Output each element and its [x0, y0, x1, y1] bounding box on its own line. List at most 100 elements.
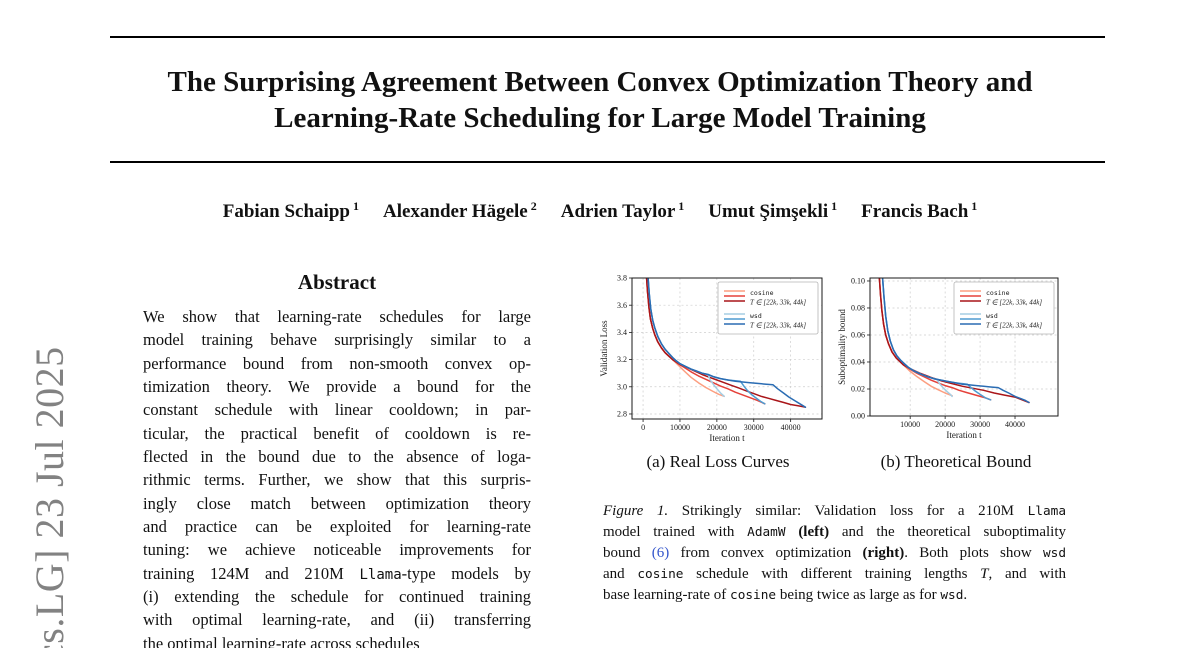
text-line: with optimal learning-rate, and (ii) tra…	[143, 608, 531, 631]
text-segment: flected in the bound due to the absence …	[143, 447, 531, 467]
text-segment: with optimal learning-rate, and (ii) tra…	[143, 610, 531, 630]
text-segment: .	[963, 586, 968, 603]
text-line: ingly close match between optimization t…	[143, 492, 531, 515]
arxiv-stamp: cs.LG] 23 Jul 2025	[27, 346, 72, 648]
text-segment: . Both plots show	[904, 544, 1043, 561]
author-name: Fabian Schaipp 1	[222, 199, 359, 223]
legend-sublabel: T ∈ [22k, 33k, 44k]	[986, 322, 1042, 330]
legend-box	[953, 281, 1055, 335]
text-line: training 124M and 210M Llama-type models…	[143, 562, 531, 585]
text-segment: being twice as large as for	[776, 586, 941, 603]
horizontal-rule-mid	[110, 161, 1105, 163]
text-segment: bound	[603, 544, 652, 561]
tick-label: 40000	[1005, 420, 1025, 429]
x-axis-label: Iteration t	[946, 430, 982, 440]
text-line: We show that learning-rate schedules for…	[143, 305, 531, 328]
legend-label: wsd	[986, 312, 998, 320]
code-text: Llama	[359, 566, 402, 583]
text-segment: -type models by	[401, 563, 531, 583]
tick-label: 30000	[970, 420, 990, 429]
x-axis-label: Iteration t	[709, 433, 745, 443]
tick-label: 30000	[744, 423, 764, 432]
code-text: wsd	[940, 587, 964, 603]
text-segment: model trained with	[603, 523, 748, 540]
tick-label: 3.6	[617, 301, 627, 310]
axes-box	[869, 277, 1059, 417]
text-line: constant schedule with linear cooldown; …	[143, 398, 531, 421]
code-text: Llama	[1027, 504, 1066, 519]
tick-label: 3.4	[617, 328, 627, 337]
abstract-text: We show that learning-rate schedules for…	[143, 305, 531, 648]
text-line: the optimal learning-rate across schedul…	[143, 632, 531, 648]
tick-label: 10000	[670, 423, 690, 432]
text-segment: training 124M and 210M	[143, 563, 360, 583]
loss-curves-chart: 0 10000 20000 30000 40000 2.8 3.0 3.2 3.4 3.6 3.8 I…	[598, 266, 838, 454]
text-line: and cosine schedule with different train…	[603, 564, 1066, 585]
text-segment	[786, 524, 799, 540]
series-wsd-T22k	[881, 278, 953, 398]
tick-label: 3.2	[617, 355, 627, 364]
text-segment: ingly close match between optimization t…	[143, 493, 531, 513]
text-line: ticular, the practical benefit of cooldo…	[143, 422, 531, 445]
author-name: Alexander Hägele 2	[382, 199, 537, 223]
text-line: model training behave surprisingly simil…	[143, 328, 531, 351]
y-axis-label: Validation Loss	[599, 320, 609, 377]
text-segment: and	[603, 565, 638, 582]
text-segment: Figure 1.	[603, 503, 669, 519]
abstract-heading: Abstract	[297, 270, 377, 294]
legend-sublabel: T ∈ [22k, 33k, 44k]	[750, 322, 806, 330]
text-line: (i) extending the schedule for continued…	[143, 585, 531, 608]
text-segment: schedule with different training lengths	[683, 565, 981, 582]
text-segment: rithmic terms. Further, we show that thi…	[143, 470, 531, 490]
author-affiliation-sup: 1	[678, 199, 685, 213]
text-segment: (left)	[798, 523, 830, 540]
text-line: tuning: we achieve noticeable improvemen…	[143, 538, 531, 561]
horizontal-rule-top	[110, 36, 1105, 38]
tick-label: 0.08	[851, 304, 865, 313]
tick-label: 3.8	[617, 274, 627, 283]
equation-6-link[interactable]: (6)	[651, 544, 670, 561]
author-affiliation-sup: 2	[530, 199, 537, 213]
author-name: Francis Bach 1	[861, 199, 978, 223]
text-segment: Strikingly similar: Validation loss for …	[668, 503, 1028, 519]
text-segment: model training behave surprisingly simil…	[143, 330, 531, 350]
text-line: Figure 1. Strikingly similar: Validation…	[603, 501, 1066, 522]
tick-label: 0	[641, 423, 645, 432]
tick-label: 3.0	[617, 382, 627, 391]
tick-label: 0.04	[851, 358, 865, 367]
series-wsd-T44k	[881, 278, 1030, 404]
figure-1-caption: Figure 1. Strikingly similar: Validation…	[603, 501, 1066, 605]
text-segment: We show that learning-rate schedules for…	[143, 307, 531, 326]
text-segment: constant schedule with linear cooldown; …	[143, 400, 531, 420]
tick-label: 20000	[707, 423, 727, 432]
legend-sublabel: T ∈ [22k, 33k, 44k]	[750, 299, 806, 307]
y-axis-label: Suboptimality bound	[837, 309, 847, 385]
tick-label: 0.02	[851, 385, 865, 394]
author-affiliation-sup: 1	[971, 199, 978, 213]
text-line: timization theory. We provide a bound fo…	[143, 375, 531, 398]
tick-label: 0.06	[851, 331, 865, 340]
text-line: rithmic terms. Further, we show that thi…	[143, 468, 531, 491]
series-cosine-T22k	[878, 278, 953, 397]
subcaption-a: (a) Real Loss Curves	[646, 452, 790, 471]
subcaption-b: (b) Theoretical Bound	[880, 452, 1032, 471]
tick-label: 10000	[900, 420, 920, 429]
legend-label: cosine	[986, 289, 1010, 297]
author-affiliation-sup: 1	[831, 199, 838, 213]
title-line-1: The Surprising Agreement Between Convex …	[167, 66, 1033, 98]
page-title: The Surprising Agreement Between Convex …	[93, 64, 1107, 136]
text-segment: ticular, the practical benefit of cooldo…	[143, 423, 531, 443]
author-name: Umut Şimşekli 1	[708, 199, 838, 223]
tick-label: 40000	[781, 423, 801, 432]
legend-sublabel: T ∈ [22k, 33k, 44k]	[986, 299, 1042, 307]
code-text: AdamW	[747, 524, 786, 540]
text-segment: base learning-rate of	[603, 586, 731, 603]
text-line: flected in the bound due to the absence …	[143, 445, 531, 468]
theoretical-bound-chart: 10000 20000 30000 40000 0.00 0.02 0.04 0.06 0.08…	[836, 266, 1076, 454]
text-line: and practice can be exploited for learni…	[143, 515, 531, 538]
text-line: bound (6) from convex optimization (righ…	[603, 543, 1066, 564]
code-text: cosine	[730, 587, 777, 603]
authors-line: Fabian Schaipp 1 Alexander Hägele 2 Adrien T…	[0, 199, 1200, 223]
text-segment: and practice can be exploited for learni…	[143, 517, 531, 537]
